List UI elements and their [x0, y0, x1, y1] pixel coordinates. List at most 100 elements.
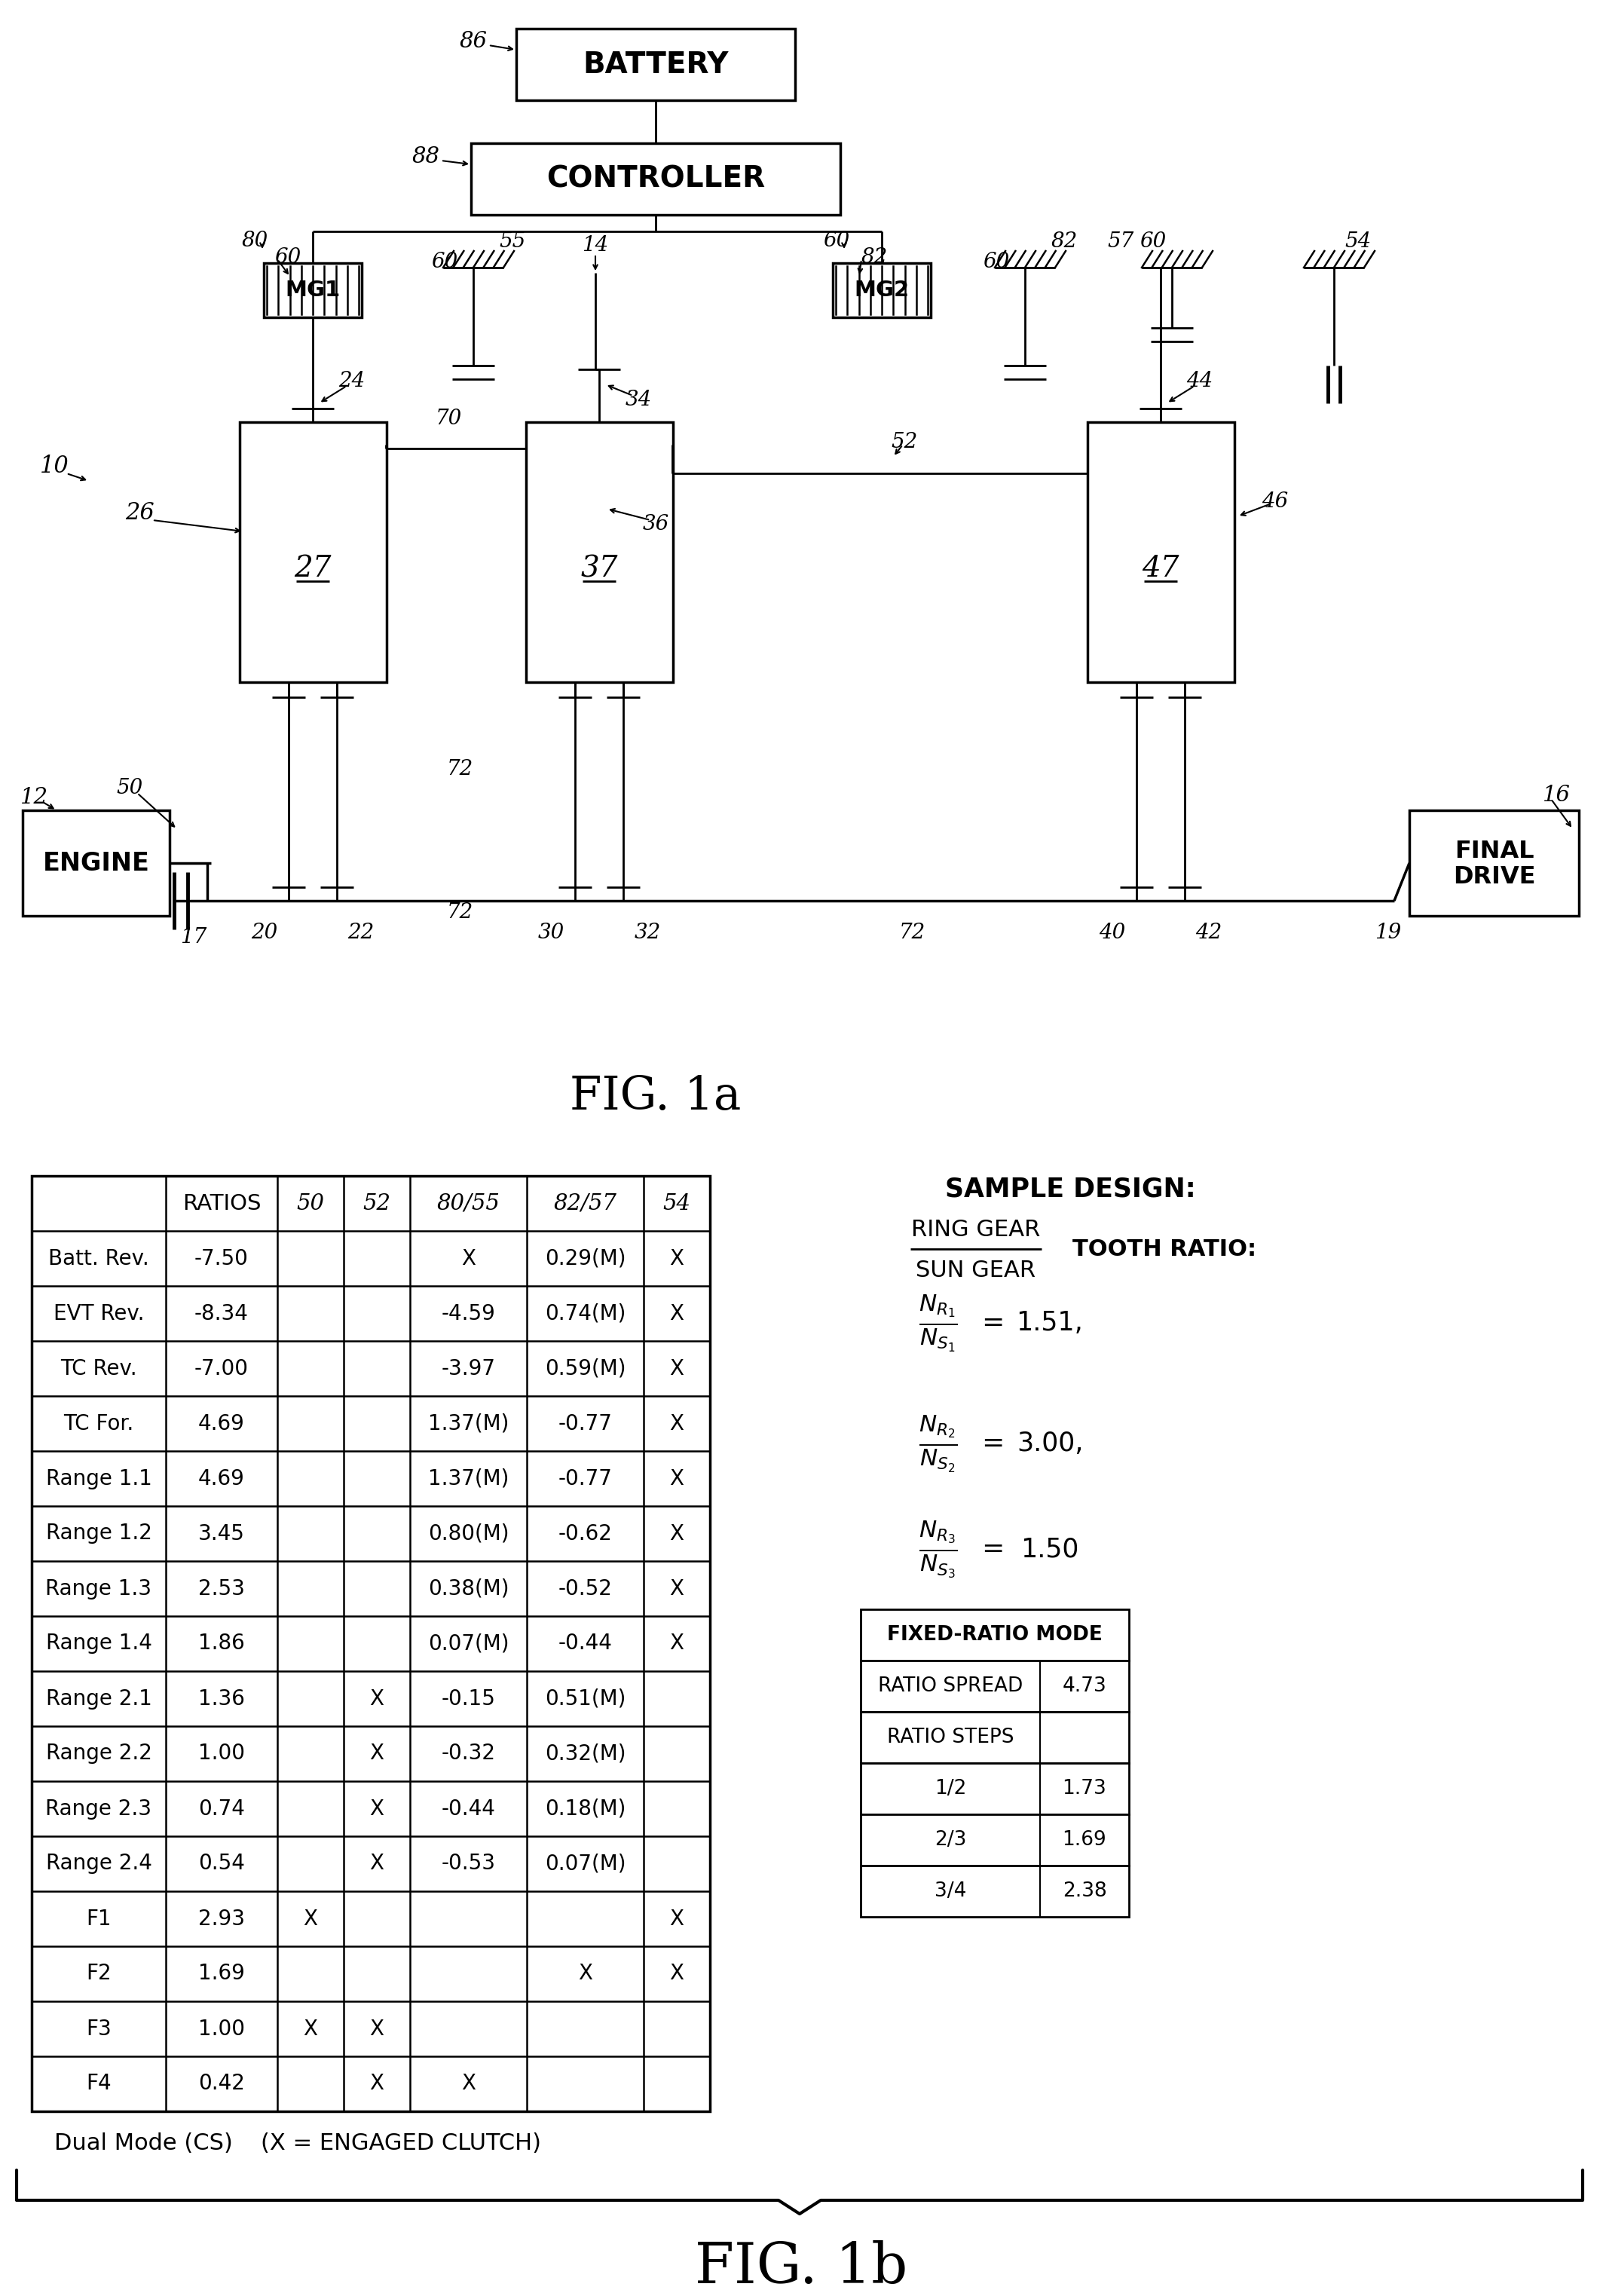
Text: Range 1.3: Range 1.3: [45, 1577, 152, 1598]
Text: X: X: [370, 1688, 385, 1708]
Bar: [526, 422, 673, 682]
Text: 52: 52: [891, 432, 917, 452]
Text: 55: 55: [499, 232, 526, 250]
Text: 1.69: 1.69: [1063, 1830, 1106, 1851]
Text: RATIOS: RATIOS: [183, 1194, 261, 1215]
Text: 50: 50: [297, 1194, 324, 1215]
Bar: [861, 1763, 1129, 1814]
Text: RING GEAR: RING GEAR: [912, 1219, 1040, 1240]
Text: F2: F2: [87, 1963, 111, 1984]
Text: FINAL: FINAL: [1454, 840, 1534, 863]
Text: F1: F1: [87, 1908, 111, 1929]
Text: 80/55: 80/55: [436, 1194, 500, 1215]
Text: DRIVE: DRIVE: [1452, 866, 1536, 889]
Text: 42: 42: [1196, 923, 1221, 944]
Text: 0.54: 0.54: [199, 1853, 245, 1874]
Text: X: X: [370, 1853, 385, 1874]
Text: TOOTH RATIO:: TOOTH RATIO:: [1072, 1238, 1257, 1261]
Text: X: X: [670, 1302, 684, 1325]
Text: 12: 12: [19, 788, 48, 808]
Text: X: X: [670, 1963, 684, 1984]
Text: 60: 60: [824, 230, 850, 250]
Text: 1.51,: 1.51,: [1016, 1311, 1084, 1336]
Text: SAMPLE DESIGN:: SAMPLE DESIGN:: [944, 1176, 1196, 1201]
Text: 2.38: 2.38: [1063, 1880, 1106, 1901]
Text: 19: 19: [1375, 923, 1401, 944]
Text: 0.29(M): 0.29(M): [545, 1247, 625, 1270]
Text: 26: 26: [125, 501, 154, 523]
Text: 1.73: 1.73: [1063, 1779, 1106, 1798]
Text: -3.97: -3.97: [441, 1357, 495, 1380]
Text: 88: 88: [412, 147, 439, 168]
Text: $\frac{N_{R_{1}}}{N_{S_{1}}}$: $\frac{N_{R_{1}}}{N_{S_{1}}}$: [919, 1293, 957, 1352]
Text: TC For.: TC For.: [64, 1412, 135, 1435]
Bar: [471, 142, 840, 216]
Text: 0.32(M): 0.32(M): [545, 1743, 625, 1763]
Text: 1.00: 1.00: [199, 1743, 245, 1763]
Text: 1.50: 1.50: [1021, 1536, 1079, 1561]
Text: 1.86: 1.86: [199, 1632, 245, 1653]
Text: X: X: [462, 2073, 476, 2094]
Text: 72: 72: [899, 923, 925, 944]
Text: -7.00: -7.00: [194, 1357, 248, 1380]
Text: 1/2: 1/2: [935, 1779, 967, 1798]
Text: (X = ENGAGED CLUTCH): (X = ENGAGED CLUTCH): [261, 2133, 542, 2154]
Text: EVT Rev.: EVT Rev.: [53, 1302, 144, 1325]
Text: 1.69: 1.69: [199, 1963, 245, 1984]
Text: 1.00: 1.00: [199, 2018, 245, 2039]
Text: 60: 60: [274, 248, 301, 266]
Text: SUN GEAR: SUN GEAR: [915, 1258, 1036, 1281]
Text: X: X: [579, 1963, 593, 1984]
Text: X: X: [670, 1522, 684, 1545]
Text: FIG. 1b: FIG. 1b: [694, 2241, 907, 2296]
Text: 82/57: 82/57: [553, 1194, 617, 1215]
Text: MG2: MG2: [854, 280, 909, 301]
Text: 2.93: 2.93: [199, 1908, 245, 1929]
Text: 3.00,: 3.00,: [1016, 1430, 1084, 1456]
Text: 82: 82: [1052, 232, 1077, 250]
Text: X: X: [670, 1247, 684, 1270]
Text: 20: 20: [252, 923, 277, 944]
Text: X: X: [670, 1632, 684, 1653]
Bar: [861, 1814, 1129, 1867]
Text: 0.74(M): 0.74(M): [545, 1302, 625, 1325]
Text: -0.77: -0.77: [558, 1467, 612, 1490]
Text: 27: 27: [293, 556, 332, 583]
Text: 72: 72: [447, 758, 473, 778]
Text: 60: 60: [431, 250, 458, 271]
Text: -0.77: -0.77: [558, 1412, 612, 1435]
Bar: [861, 1867, 1129, 1917]
Text: -0.52: -0.52: [558, 1577, 612, 1598]
Text: =: =: [981, 1311, 1003, 1336]
Bar: [516, 28, 795, 101]
Text: 34: 34: [625, 390, 651, 409]
Text: -7.50: -7.50: [194, 1247, 248, 1270]
Text: 72: 72: [447, 902, 473, 923]
Text: -8.34: -8.34: [194, 1302, 248, 1325]
Text: 47: 47: [1141, 556, 1180, 583]
Text: X: X: [670, 1908, 684, 1929]
Text: 0.51(M): 0.51(M): [545, 1688, 625, 1708]
Text: CONTROLLER: CONTROLLER: [547, 165, 765, 193]
Text: Range 1.4: Range 1.4: [45, 1632, 152, 1653]
Text: 52: 52: [362, 1194, 391, 1215]
Text: Range 1.2: Range 1.2: [45, 1522, 152, 1545]
Text: -0.32: -0.32: [441, 1743, 495, 1763]
Text: 32: 32: [635, 923, 660, 944]
Text: Range 2.1: Range 2.1: [45, 1688, 152, 1708]
Bar: [834, 264, 931, 317]
Text: -0.44: -0.44: [441, 1798, 495, 1818]
Text: $\frac{N_{R_{3}}}{N_{S_{3}}}$: $\frac{N_{R_{3}}}{N_{S_{3}}}$: [919, 1518, 957, 1580]
Text: 0.18(M): 0.18(M): [545, 1798, 625, 1818]
Text: Range 2.3: Range 2.3: [45, 1798, 152, 1818]
Bar: [22, 810, 170, 916]
Text: 10: 10: [40, 455, 69, 478]
Text: 60: 60: [1140, 232, 1167, 250]
Text: 46: 46: [1262, 491, 1289, 512]
Text: 70: 70: [434, 409, 462, 429]
Text: RATIO SPREAD: RATIO SPREAD: [878, 1676, 1023, 1697]
Text: X: X: [370, 1798, 385, 1818]
Text: 54: 54: [662, 1194, 691, 1215]
Text: 30: 30: [537, 923, 564, 944]
Text: Range 2.2: Range 2.2: [45, 1743, 152, 1763]
